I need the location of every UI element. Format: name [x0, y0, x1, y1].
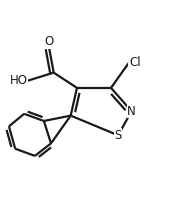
- Text: S: S: [114, 129, 122, 142]
- Text: Cl: Cl: [129, 56, 141, 69]
- Text: O: O: [45, 35, 54, 49]
- Text: N: N: [127, 105, 136, 118]
- Text: HO: HO: [10, 74, 28, 87]
